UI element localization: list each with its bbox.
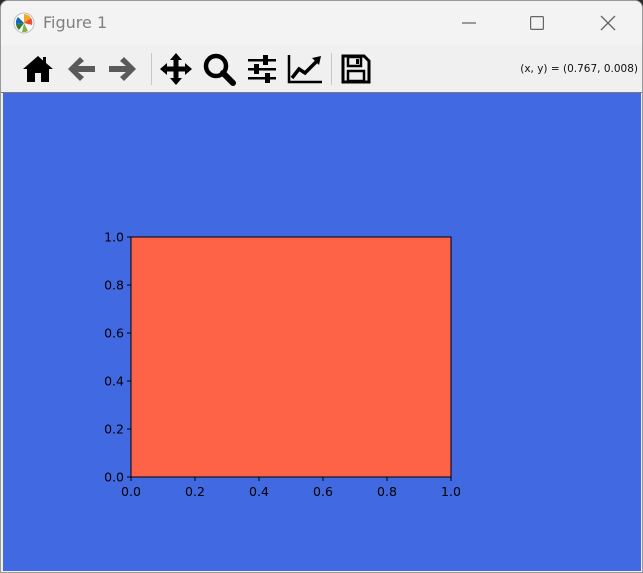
configure-subplots-button[interactable] [244,51,280,87]
minimize-button[interactable] [446,9,492,37]
navigation-toolbar: (x, y) = (0.767, 0.008) [1,45,642,93]
minimize-icon [462,22,476,24]
y-tick-label: 0.8 [104,278,124,293]
x-tick-label: 1.0 [441,484,461,499]
matplotlib-logo-icon [13,12,35,34]
maximize-icon [530,16,544,30]
edit-axes-icon [287,55,322,84]
y-tick-label: 1.0 [104,230,124,245]
cursor-coordinates: (x, y) = (0.767, 0.008) [520,63,638,75]
plot-area[interactable]: 0.0 0.2 0.4 0.6 0.8 1.0 0.0 0.2 0.4 0.6 0.8 1.0 [3,93,641,571]
forward-button[interactable] [105,51,141,87]
y-tick-label: 0.2 [104,422,124,437]
maximize-button[interactable] [514,9,560,37]
zoom-icon [203,53,236,86]
save-icon [341,54,371,84]
home-icon [23,56,53,82]
save-button[interactable] [338,51,374,87]
back-icon [68,57,95,81]
close-button[interactable] [585,9,631,37]
edit-axes-button[interactable] [287,51,323,87]
close-icon [600,15,616,31]
x-tick-label: 0.4 [249,484,269,499]
x-tick-label: 0.2 [185,484,205,499]
zoom-button[interactable] [201,51,237,87]
figure-canvas[interactable]: 0.0 0.2 0.4 0.6 0.8 1.0 0.0 0.2 0.4 0.6 0.8 1.0 [3,93,641,571]
pan-button[interactable] [158,51,194,87]
configure-subplots-icon [248,55,276,83]
toolbar-separator [331,53,332,85]
pan-icon [160,53,192,85]
y-tick-label: 0.6 [104,326,124,341]
axes-background [131,237,451,477]
window-title: Figure 1 [43,13,108,32]
y-tick-label: 0.4 [104,374,124,389]
y-tick-label: 0.0 [104,470,124,485]
x-tick-label: 0.6 [313,484,333,499]
home-button[interactable] [20,51,56,87]
forward-icon [109,57,136,81]
x-tick-label: 0.8 [377,484,397,499]
x-tick-label: 0.0 [121,484,141,499]
toolbar-separator [151,53,152,85]
title-bar[interactable]: Figure 1 [1,1,642,45]
back-button[interactable] [63,51,99,87]
axes-frame [130,236,452,478]
